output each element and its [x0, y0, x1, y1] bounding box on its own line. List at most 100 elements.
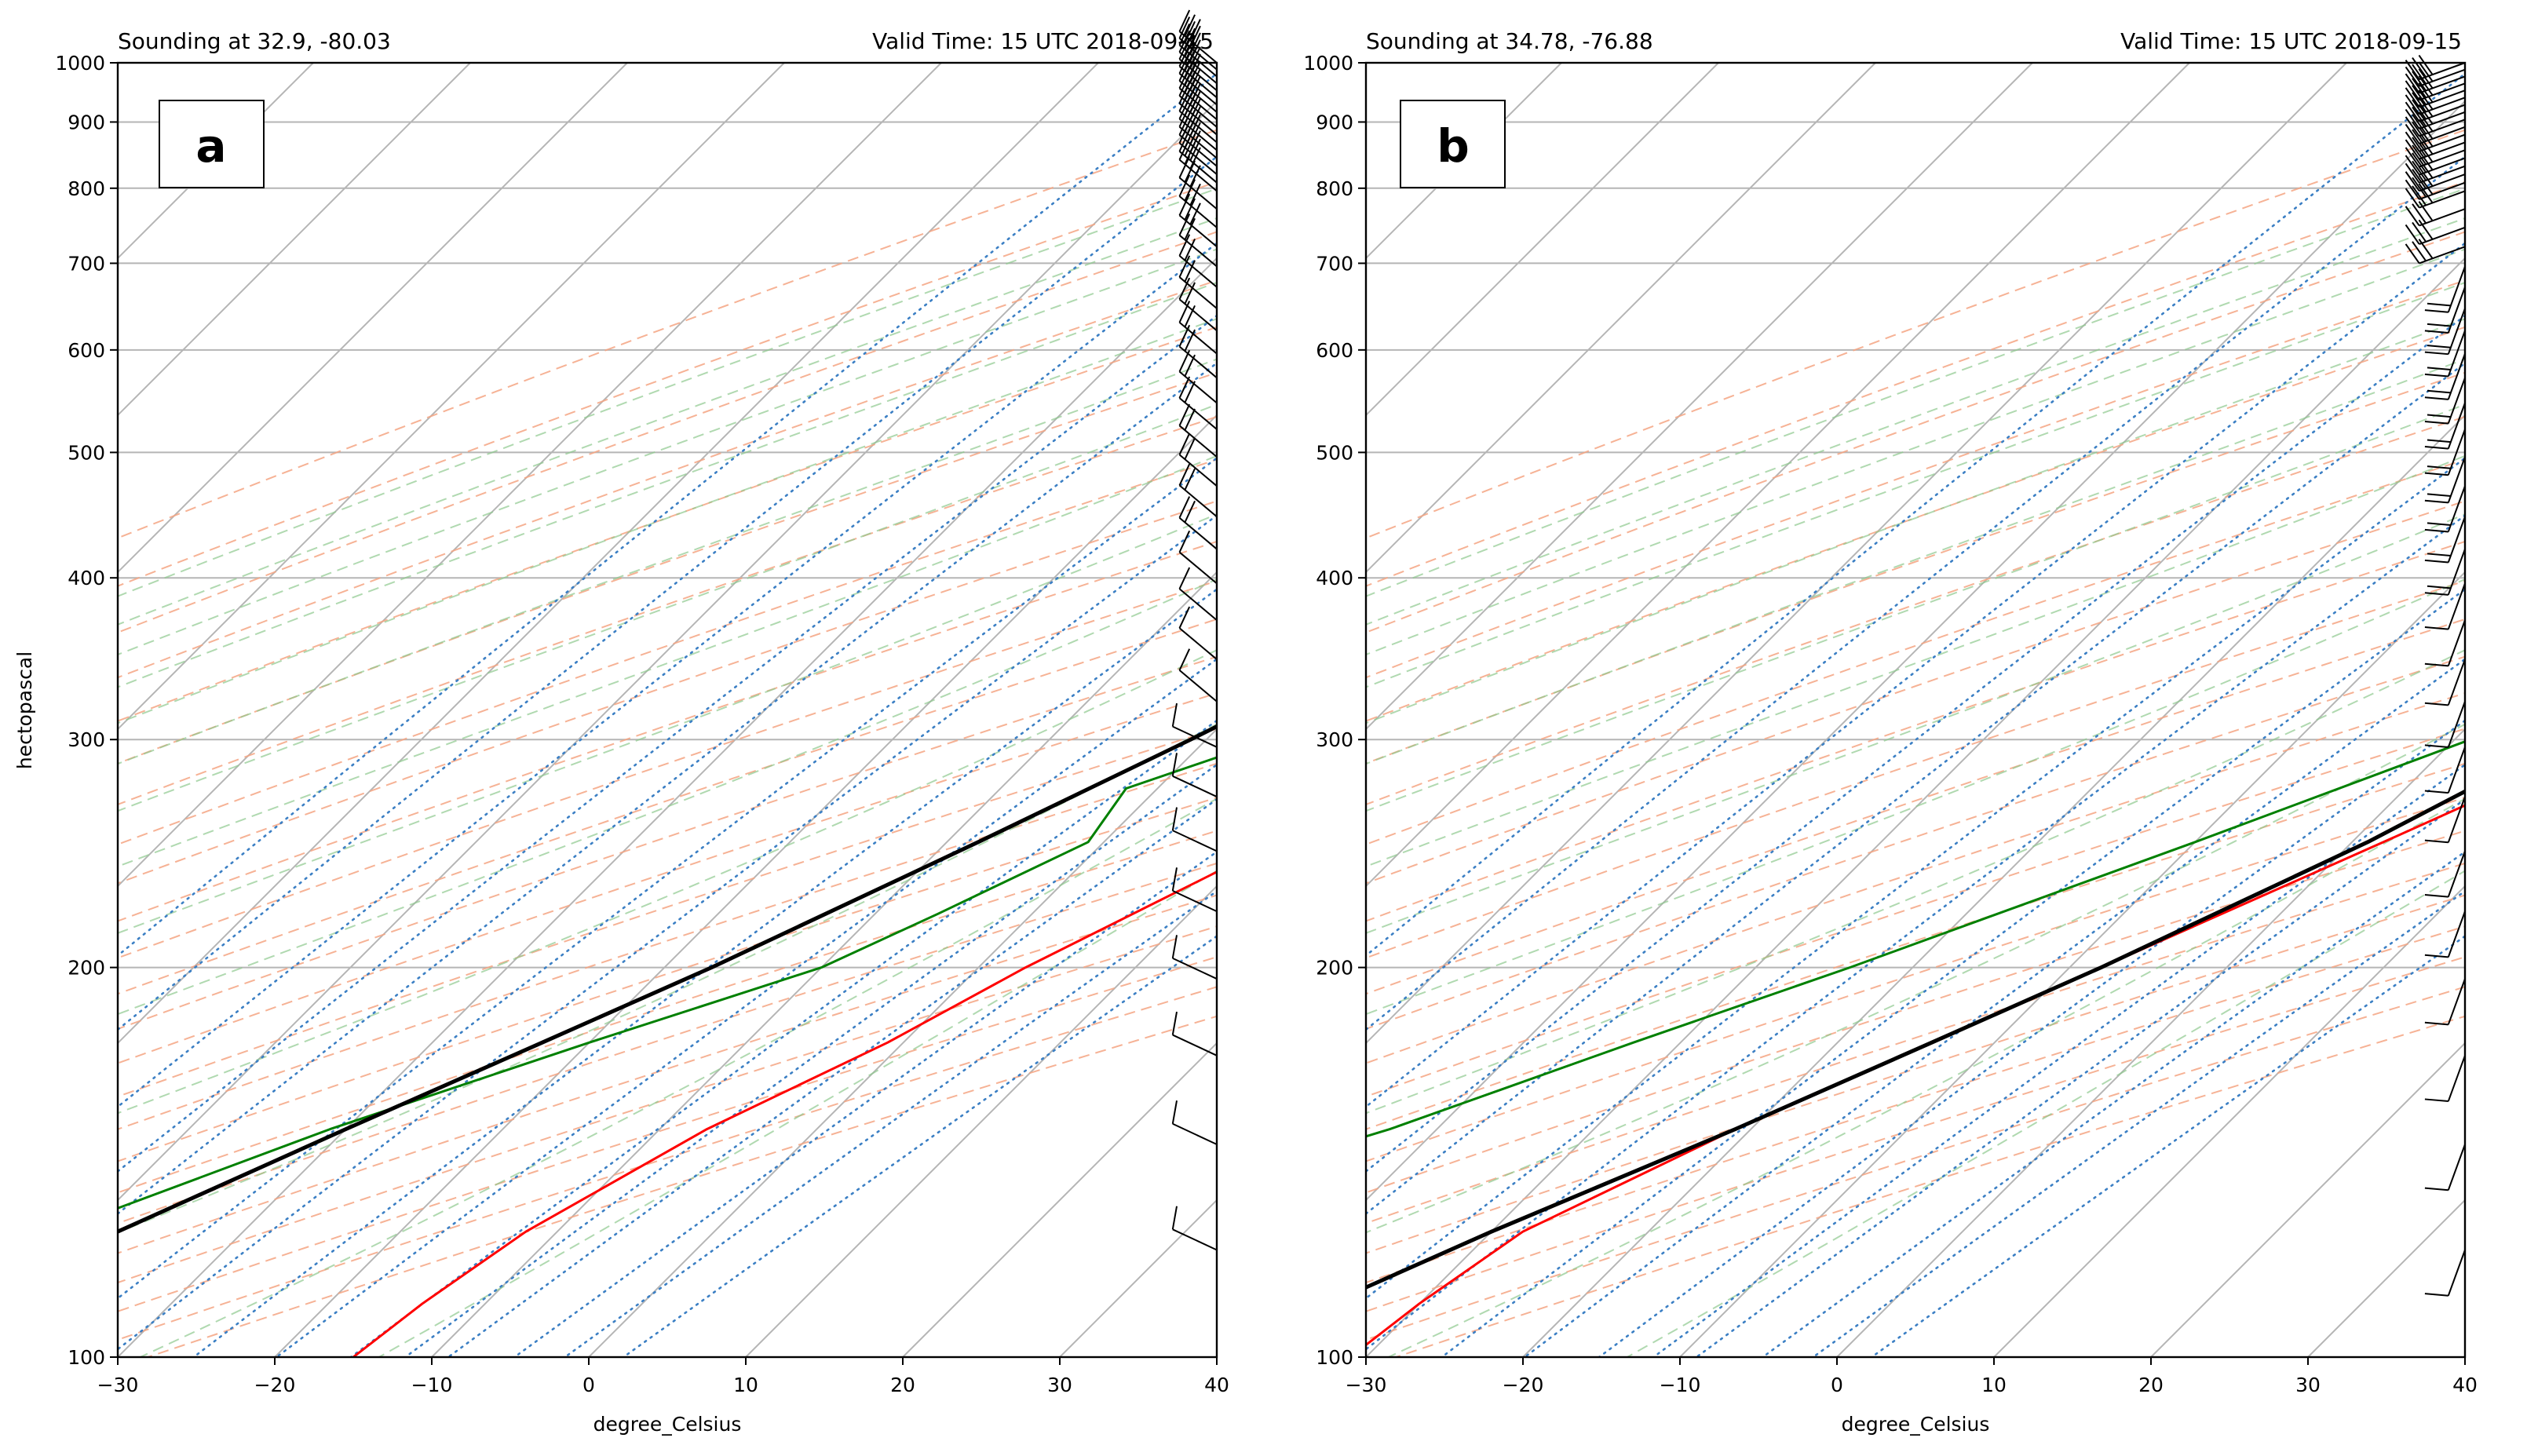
- x-tick-label: 20: [2138, 1374, 2164, 1396]
- dry-adiabat: [0, 63, 2527, 1357]
- moist-adiabat: [1050, 63, 2527, 1357]
- isotherm-line: [903, 63, 2197, 1357]
- y-tick-label: 100: [1316, 1346, 1353, 1369]
- y-tick-label: 400: [1316, 567, 1353, 589]
- isotherm-line: [1374, 63, 2527, 1357]
- y-tick-label: 300: [1316, 728, 1353, 751]
- dry-adiabat: [0, 63, 2527, 1357]
- temperature-profile: [1350, 63, 2527, 1357]
- mixing-ratio-line: [1762, 63, 2527, 1357]
- moist-adiabat: [0, 63, 2354, 1357]
- y-tick-label: 400: [68, 567, 105, 589]
- x-tick-label: 10: [1981, 1374, 2007, 1396]
- dry-adiabat: [0, 63, 2527, 1357]
- mixing-ratio-line: [1442, 63, 2527, 1357]
- dry-adiabat: [0, 63, 2527, 1357]
- mixing-ratio-line: [405, 63, 2215, 1357]
- panel-label: a: [195, 119, 226, 173]
- dry-adiabat: [0, 63, 2527, 1357]
- isotherm-line: [1523, 63, 2527, 1357]
- panel-title-right: Valid Time: 15 UTC 2018-09-15: [2120, 28, 2462, 54]
- dewpoint-profile: [958, 63, 2527, 1357]
- dry-adiabat: [0, 63, 1883, 1357]
- wind-barb: [1180, 404, 1217, 457]
- x-tick-label: −20: [254, 1374, 296, 1396]
- moist-adiabat: [0, 63, 2527, 1357]
- isotherm-line: [0, 63, 1255, 1357]
- dry-adiabat: [0, 63, 2527, 1357]
- x-tick-label: 10: [733, 1374, 758, 1396]
- x-axis-label: degree_Celsius: [593, 1413, 742, 1436]
- x-tick-label: 30: [1047, 1374, 1072, 1396]
- x-tick-label: 20: [890, 1374, 915, 1396]
- y-tick-label: 100: [68, 1346, 105, 1369]
- mixing-ratio-line: [1054, 63, 2527, 1357]
- dry-adiabat: [0, 63, 2527, 1357]
- moist-adiabat: [0, 63, 2276, 1357]
- x-tick-label: 0: [1831, 1374, 1843, 1396]
- dry-adiabat: [1233, 63, 2527, 1357]
- moist-adiabat: [480, 63, 2527, 1357]
- moist-adiabat: [0, 63, 2119, 1357]
- mixing-ratio-line: [565, 63, 2425, 1357]
- panel-title-left: Sounding at 34.78, -76.88: [1366, 28, 1653, 54]
- y-tick-label: 600: [68, 339, 105, 362]
- dry-adiabat: [0, 63, 2527, 1357]
- mixing-ratio-line: [623, 63, 2502, 1357]
- y-axis-label: hectopascal: [13, 651, 36, 769]
- mixing-ratio-line: [0, 63, 1231, 1357]
- dry-adiabat: [0, 63, 2527, 1357]
- wind-barb: [2425, 911, 2465, 957]
- mixing-ratio-line: [962, 63, 2527, 1357]
- y-tick-label: 1000: [1303, 52, 1353, 75]
- dry-adiabat: [0, 63, 2527, 1357]
- dry-adiabat: [1152, 63, 2527, 1357]
- wind-barb: [2425, 979, 2465, 1024]
- y-tick-label: 500: [1316, 441, 1353, 464]
- dry-adiabat: [990, 63, 2527, 1357]
- dry-adiabat: [339, 63, 2527, 1357]
- x-tick-label: −20: [1503, 1374, 1544, 1396]
- wind-barb: [2425, 1144, 2465, 1190]
- x-tick-label: −30: [97, 1374, 139, 1396]
- mixing-ratio-line: [1291, 63, 2527, 1357]
- mixing-ratio-line: [514, 63, 2358, 1357]
- cape-shading: [1967, 92, 2527, 1027]
- wind-barb: [2406, 167, 2465, 192]
- wind-barb: [2406, 159, 2465, 183]
- dry-adiabat: [0, 63, 2527, 1357]
- dry-adiabat: [0, 63, 2527, 1357]
- isotherm-line: [2465, 63, 2527, 1357]
- wind-barb: [2406, 184, 2465, 208]
- mixing-ratio-line: [1696, 63, 2527, 1357]
- wind-barb: [1180, 301, 1217, 354]
- isotherm-line: [1209, 63, 2503, 1357]
- wind-barb: [1173, 808, 1217, 852]
- isotherm-line: [1052, 63, 2346, 1357]
- wind-barb: [2406, 175, 2465, 199]
- y-tick-label: 900: [1316, 111, 1353, 133]
- wind-barb: [1173, 1206, 1217, 1250]
- isotherm-line: [738, 63, 2032, 1357]
- y-tick-label: 700: [68, 252, 105, 275]
- isotherm-line: [1060, 63, 2354, 1357]
- moist-adiabat: [0, 63, 2527, 1357]
- dry-adiabat: [0, 63, 2511, 1357]
- x-tick-label: 40: [2452, 1374, 2478, 1396]
- isotherm-line: [581, 63, 1875, 1357]
- dry-adiabat: [95, 63, 2527, 1357]
- mixing-ratio-line: [194, 63, 1942, 1357]
- dry-adiabat: [0, 63, 2527, 1357]
- isotherm-line: [1680, 63, 2527, 1357]
- mixing-ratio-line: [0, 63, 1337, 1357]
- mixing-ratio-line: [1525, 63, 2527, 1357]
- x-tick-label: −10: [411, 1374, 453, 1396]
- y-tick-label: 600: [1316, 339, 1353, 362]
- dry-adiabat: [0, 63, 2527, 1357]
- dry-adiabat: [0, 63, 2527, 1357]
- isotherm-line: [1217, 63, 2511, 1357]
- y-tick-label: 500: [68, 441, 105, 464]
- x-tick-label: 0: [582, 1374, 595, 1396]
- mixing-ratio-line: [42, 63, 1749, 1357]
